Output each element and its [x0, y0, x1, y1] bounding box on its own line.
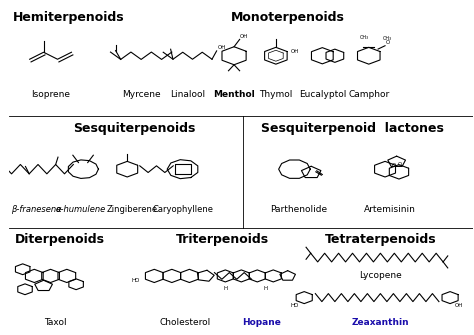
- Text: Eucalyptol: Eucalyptol: [299, 89, 346, 98]
- Text: Lycopene: Lycopene: [359, 271, 402, 280]
- Text: α-humulene: α-humulene: [55, 205, 106, 214]
- Text: CH₃: CH₃: [383, 36, 392, 41]
- Text: O: O: [391, 163, 395, 168]
- Text: Menthol: Menthol: [213, 89, 255, 98]
- Text: Linalool: Linalool: [170, 89, 205, 98]
- Text: H: H: [263, 286, 267, 291]
- Text: OH: OH: [240, 34, 248, 39]
- Text: HO: HO: [132, 278, 140, 283]
- Text: OH: OH: [218, 45, 226, 50]
- Text: Zingiberene: Zingiberene: [106, 205, 157, 214]
- Text: HO: HO: [290, 303, 299, 308]
- Text: H: H: [223, 286, 228, 291]
- Text: Camphor: Camphor: [348, 89, 390, 98]
- Text: Isoprene: Isoprene: [31, 89, 70, 98]
- Text: Hemiterpenoids: Hemiterpenoids: [13, 11, 125, 24]
- Text: OH: OH: [291, 49, 300, 54]
- Text: Artemisinin: Artemisinin: [364, 205, 416, 214]
- Text: Tetraterpenoids: Tetraterpenoids: [325, 232, 436, 246]
- Text: Sesquiterpenoids: Sesquiterpenoids: [73, 123, 195, 135]
- Text: Parthenolide: Parthenolide: [271, 205, 328, 214]
- Text: Cholesterol: Cholesterol: [160, 318, 211, 327]
- Text: Caryophyllene: Caryophyllene: [153, 205, 213, 214]
- Text: β-franesene: β-franesene: [11, 205, 62, 214]
- Text: Zeaxanthin: Zeaxanthin: [352, 318, 409, 327]
- Text: Taxol: Taxol: [44, 318, 66, 327]
- Text: Thymol: Thymol: [259, 89, 292, 98]
- Text: Diterpenoids: Diterpenoids: [15, 232, 105, 246]
- Text: CH₃: CH₃: [360, 35, 369, 40]
- Text: OH: OH: [455, 303, 464, 308]
- Text: Hopane: Hopane: [243, 318, 282, 327]
- Text: O: O: [398, 162, 402, 167]
- Text: Triterpenoids: Triterpenoids: [176, 232, 269, 246]
- Text: Monoterpenoids: Monoterpenoids: [230, 11, 345, 24]
- Text: Sesquiterpenoid  lactones: Sesquiterpenoid lactones: [261, 123, 444, 135]
- Text: O: O: [385, 41, 390, 46]
- Text: Myrcene: Myrcene: [122, 89, 161, 98]
